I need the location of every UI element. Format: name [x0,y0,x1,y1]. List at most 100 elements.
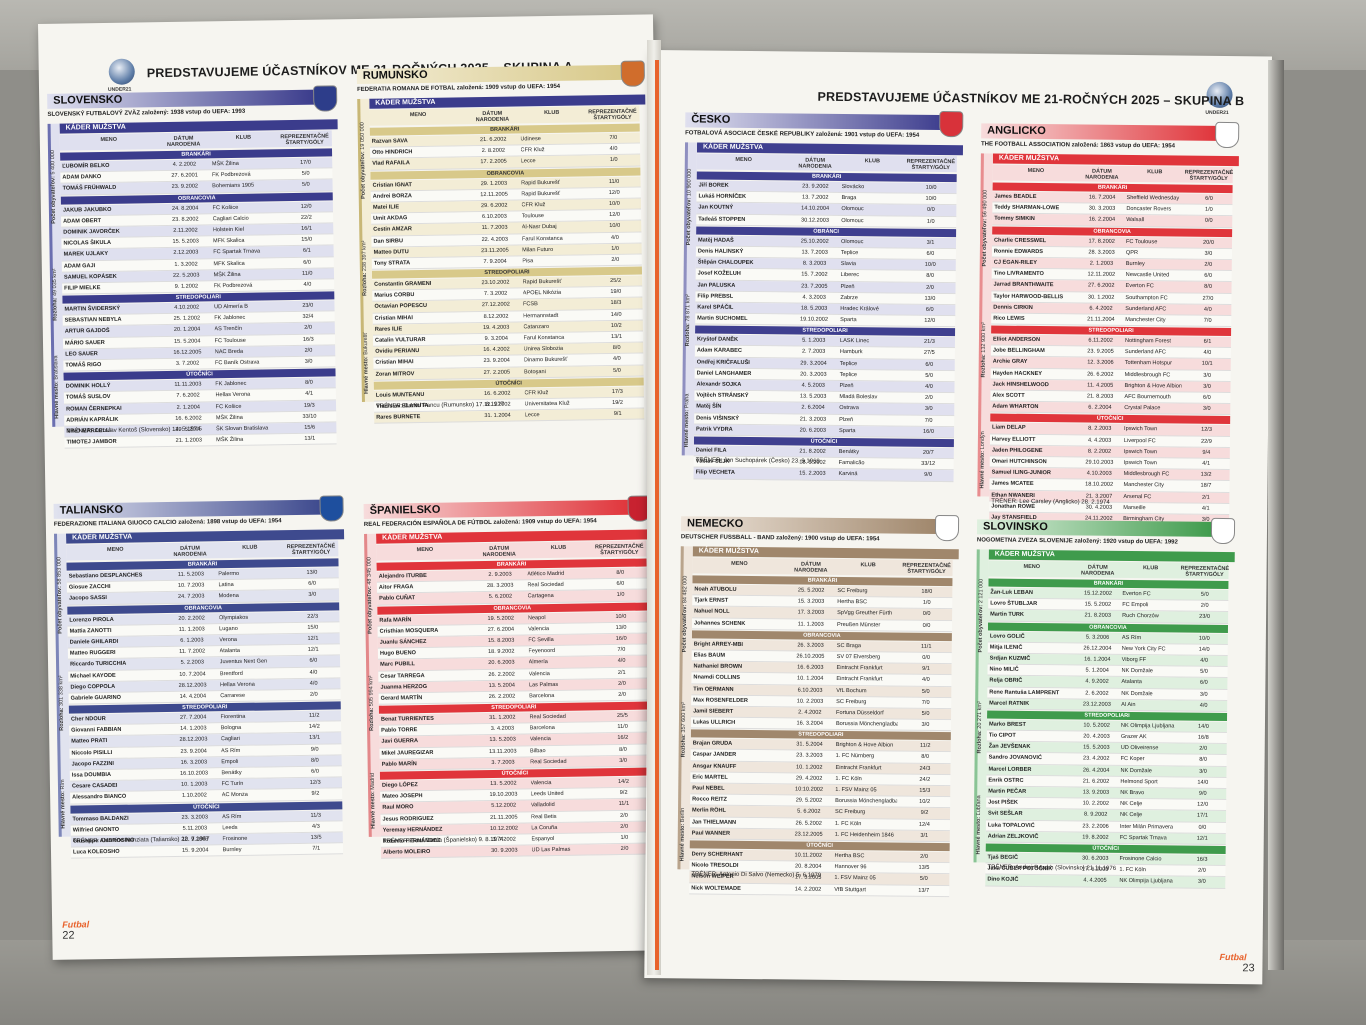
caps-goals: 16/0 [923,428,934,435]
capital-label: Hlavné mesto: [979,449,986,489]
player-name: Charlie CRESSWEL [993,237,1047,244]
birth-date: 20. 1.2004 [173,326,201,334]
club: Grazer AK [1120,733,1147,741]
club: Neapol [527,614,546,621]
column-header: KLUB [544,109,560,117]
player-name: Hugo BUENO [379,650,417,657]
birth-date: 16. 2.2004 [1088,216,1116,224]
player-name: Nick WOLTEMADE [691,884,741,892]
birth-date: 26. 2.2002 [488,671,515,678]
birth-date: 24. 7.2003 [177,593,205,601]
caps-goals: 8/0 [921,754,930,761]
birth-date: 5.12.2002 [491,802,517,810]
club: Crystal Palace [1124,405,1161,412]
club: NAC Breda [214,348,244,356]
club: FC Spartak Trnava [213,248,261,256]
birth-date: 16. 3.2003 [180,759,208,766]
uefa-label: vstup do UEFA: [185,108,232,116]
player-name: Tadeáš STOPPEN [698,216,746,223]
birth-date: 10. 7.2004 [179,670,206,678]
club: Dinamo Bukurešť [523,357,568,364]
player-name: Nathaniel BROWN [693,663,743,671]
caps-goals: 19/0 [610,289,622,296]
country-population: Počet obyvateľov: 10 900 000 [686,169,693,246]
club: FC Koper [1120,756,1145,763]
caps-goals: 13/7 [918,887,930,894]
caps-goals: 9/1 [613,411,622,418]
federation-name: REAL FEDERACIÓN ESPAÑOLA DE FÚTBOL [363,519,494,528]
club: Farul Konstanca [521,235,563,242]
country-name: NEMECKO [680,516,938,534]
club: MFK Skalica [212,237,245,245]
birth-date: 28.12.2003 [179,736,208,744]
club: NK Domžale [1121,668,1153,675]
caps-goals: 2/0 [611,256,620,263]
player-name: Constantin GRAMENI [374,280,432,288]
caps-goals: 2/0 [924,395,933,402]
caps-goals: 17/3 [611,388,623,395]
caps-goals: 6/0 [926,250,935,257]
team-section-cesko: ČESKO FOTBALOVÁ ASOCIACE ČESKÉ REPUBLIKY … [681,110,965,482]
caps-goals: 0/0 [1198,824,1207,831]
caps-goals: 13/1 [309,735,321,742]
birth-date: 26. 6.2002 [1087,371,1114,378]
caps-goals: 5/0 [613,367,621,374]
club: Doncaster Rovers [1126,206,1172,213]
caps-goals: 8/0 [612,345,621,352]
area-label: Rozloha: [680,732,687,758]
player-name: Ronnie EDWARDS [993,248,1044,255]
caps-goals: 9/2 [920,810,929,817]
squad-table: BRANKÁRI Sebastiano DESPLANCHES 11. 5.2003… [66,557,344,859]
caps-goals: 8/0 [305,379,313,387]
caps-goals: 11/0 [608,178,620,185]
birth-date: 17. 3.2003 [797,609,825,617]
player-name: Tommy SIMKIN [994,215,1035,223]
club: Arsenal FC [1123,493,1152,500]
player-name: Rafa MARÍN [379,616,412,624]
player-name: James MCATEE [991,480,1034,488]
club: Ostrava [839,405,859,412]
caps-goals: 2/1 [1201,494,1210,501]
player-name: Catalin VULTURAR [374,336,426,344]
caps-goals: 8/0 [616,569,625,576]
caps-goals: 10/2 [610,322,622,329]
uefa-label: vstup do UEFA: [536,518,584,526]
player-name: Dan SIRBU [373,237,404,245]
uefa-label: vstup do UEFA: [221,518,269,526]
club: VfB Stuttgart [834,886,866,893]
club: Karviná [838,471,858,478]
caps-goals: 5/0 [1200,668,1208,675]
club: Lecce [524,412,540,419]
player-name: Noah ATUBOLU [694,586,737,593]
population-value: 58 853 000 [56,556,63,585]
birth-date: 4.10.2003 [1086,470,1112,477]
column-header: KLUB [1147,169,1163,176]
capital-value: Bukurešť [362,332,370,355]
population-label: Počet obyvateľov: [685,196,693,246]
club: Fortuna Düsseldorf [836,709,884,717]
birth-date: 14. 2.2002 [794,886,822,893]
birth-date: 26. 3.2003 [797,642,824,649]
birth-date: 28.12.2003 [178,682,207,689]
caps-goals: 0/0 [922,611,931,618]
caps-goals: 3/0 [308,592,317,599]
caps-goals: 7/0 [617,646,626,654]
player-name: Jamil SIEBERT [693,708,734,715]
area-value: 49 035 km² [51,268,59,297]
page-title: PREDSTAVUJEME ÚČASTNÍKOV ME 21-ROČNÝCH 2… [817,89,1245,109]
club: AS Trenčín [214,326,243,333]
player-name: Jan KOUTNÝ [698,204,734,212]
player-name: Riccardo TURICCHIA [70,661,127,668]
club: Manchester City [1125,316,1166,324]
caps-goals: 16/3 [1196,856,1208,863]
birth-date: 13. 5.2002 [490,780,517,787]
caps-goals: 15/6 [304,424,316,431]
birth-date: 23. 3.2003 [796,752,823,760]
column-header: REPREZENTAČNÉ ŠTARTY/GÓLY [594,543,644,557]
caps-goals: 2/0 [617,680,626,687]
player-name: Caspar JANDER [692,751,737,759]
player-name: Marcel LORBER [988,766,1032,773]
birth-date: 4. 3.2003 [802,294,826,301]
squad-table: BRANKÁRI James BEADLE 16. 7.2004 Sheffield … [989,182,1233,527]
caps-goals: 6/1 [1203,338,1212,345]
